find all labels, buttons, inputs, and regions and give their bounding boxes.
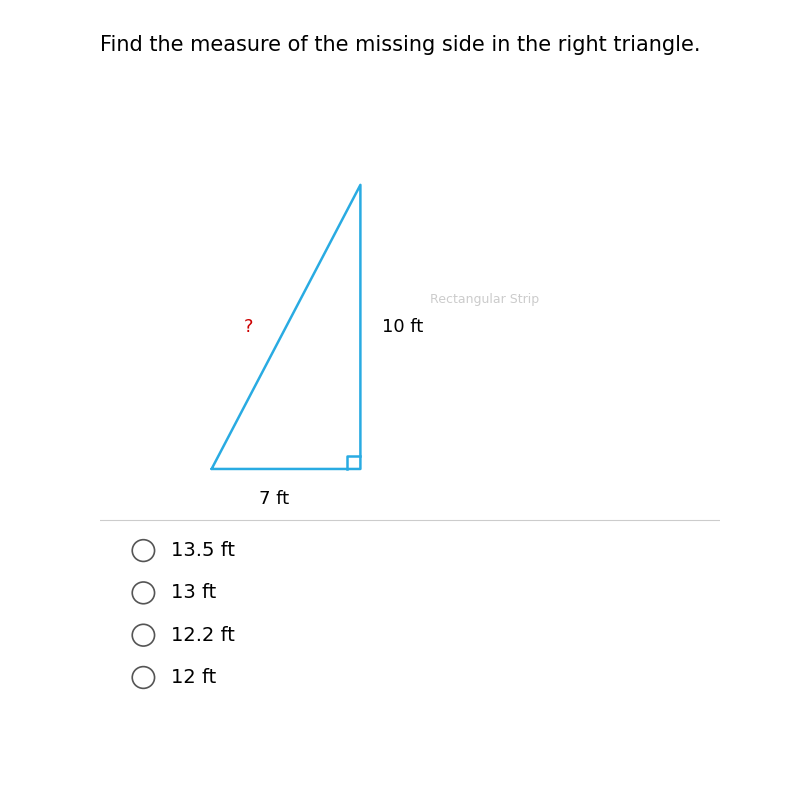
- Text: 13.5 ft: 13.5 ft: [171, 541, 235, 560]
- Text: 7 ft: 7 ft: [258, 490, 289, 508]
- Text: 10 ft: 10 ft: [382, 318, 423, 336]
- Text: Find the measure of the missing side in the right triangle.: Find the measure of the missing side in …: [100, 35, 700, 55]
- Text: ?: ?: [244, 318, 254, 336]
- Text: 12.2 ft: 12.2 ft: [171, 626, 235, 644]
- Text: 12 ft: 12 ft: [171, 668, 217, 687]
- Text: Rectangular Strip: Rectangular Strip: [430, 294, 539, 306]
- Text: 13 ft: 13 ft: [171, 583, 217, 602]
